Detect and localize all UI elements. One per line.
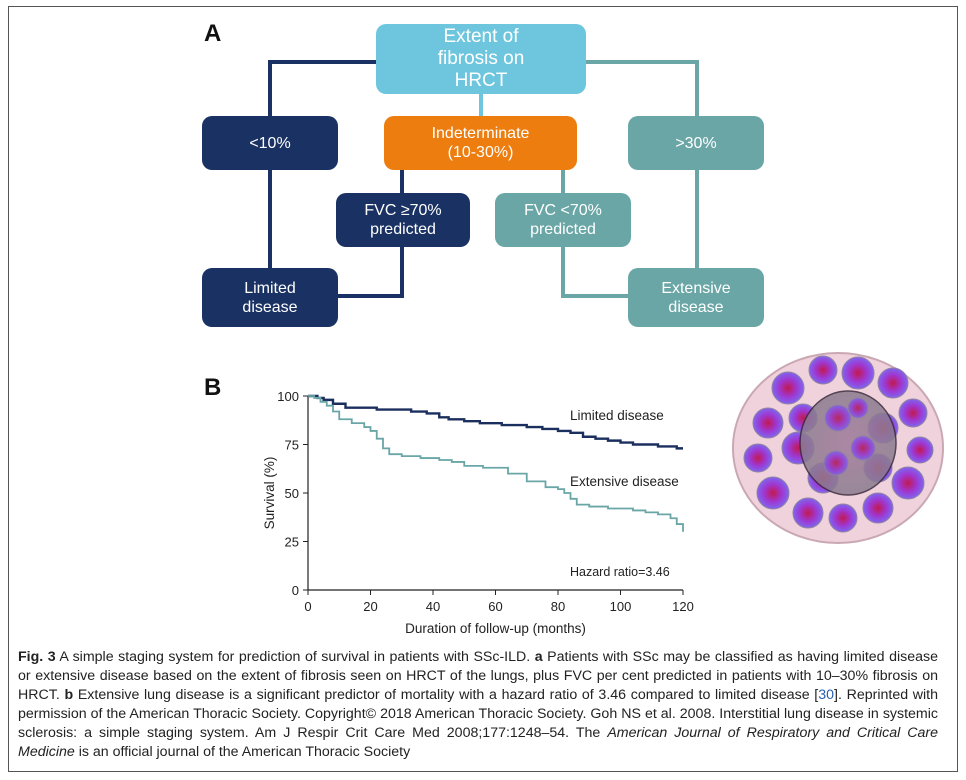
flowchart-connectors xyxy=(268,60,699,298)
caption-a-label: a xyxy=(534,649,543,665)
nucleus-core xyxy=(799,390,897,496)
survival-chart: 0 25 50 75 100 0 20 40 60 80 100 120 Duration of fol… xyxy=(262,389,694,636)
panel-a-letter: A xyxy=(204,20,222,47)
x-axis-label: Duration of follow-up (months) xyxy=(405,621,586,636)
box-gt30: >30% xyxy=(628,116,764,170)
y-tick-label: 100 xyxy=(277,389,299,404)
y-tick-label: 25 xyxy=(285,535,299,550)
x-tick-label: 60 xyxy=(488,599,502,614)
y-tick-label: 0 xyxy=(292,583,299,598)
caption-part2: Patients with SSc may be classified as h… xyxy=(18,649,938,703)
figure-caption: Fig. 3 A simple staging system for predi… xyxy=(18,648,938,762)
box-extent-of-fibrosis: Extent of fibrosis on HRCT xyxy=(376,24,586,94)
connector-top-right xyxy=(586,60,699,116)
x-tick-label: 100 xyxy=(610,599,632,614)
x-tick-label: 20 xyxy=(363,599,377,614)
x-tick-label: 120 xyxy=(672,599,694,614)
connector-fvc-ge70-limited xyxy=(338,247,404,298)
box-lt10: <10% xyxy=(202,116,338,170)
box-limited-disease: Limited disease xyxy=(202,268,338,327)
connector-top-left xyxy=(268,60,376,116)
box-indeterminate: Indeterminate (10-30%) xyxy=(384,116,577,170)
caption-part3: Extensive lung disease is a significant … xyxy=(73,687,819,703)
caption-part5: is an official journal of the American T… xyxy=(74,744,411,760)
x-tick-label: 0 xyxy=(304,599,311,614)
series-line-extensive xyxy=(308,395,684,532)
series-line-limited xyxy=(308,394,683,450)
series-label-extensive: Extensive disease xyxy=(570,474,679,489)
caption-fig-label: Fig. 3 xyxy=(18,649,56,665)
hazard-ratio-annotation: Hazard ratio=3.46 xyxy=(570,565,670,579)
box-fvc-lt70: FVC <70% predicted xyxy=(495,193,631,247)
box-fvc-ge70: FVC ≥70% predicted xyxy=(336,193,470,247)
series-label-limited: Limited disease xyxy=(570,408,664,423)
y-tick-label: 50 xyxy=(285,486,299,501)
core-cells xyxy=(823,397,876,476)
caption-ref-link[interactable]: 30 xyxy=(818,687,835,703)
y-axis-label: Survival (%) xyxy=(262,457,277,530)
connector-fvc-lt70-extensive xyxy=(561,247,628,298)
x-tick-label: 80 xyxy=(551,599,565,614)
box-extensive-disease: Extensive disease xyxy=(628,268,764,327)
lung-ct-illustration xyxy=(732,352,944,544)
caption-journal: American Journal of Respiratory and Crit… xyxy=(18,725,938,760)
caption-part4: ]. Reprinted with permission of the Amer… xyxy=(18,687,939,741)
x-tick-label: 40 xyxy=(426,599,440,614)
y-tick-label: 75 xyxy=(285,438,299,453)
caption-b-label: b xyxy=(64,687,74,703)
panel-b-letter: B xyxy=(204,374,222,401)
caption-part1: A simple staging system for prediction o… xyxy=(55,649,535,665)
